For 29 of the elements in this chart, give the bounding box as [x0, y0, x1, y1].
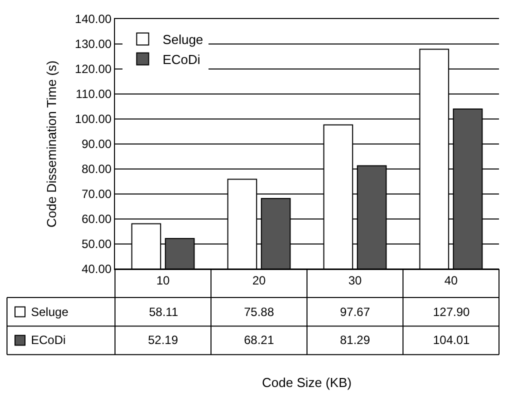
x-tick-label: 40	[444, 273, 458, 288]
legend-label: ECoDi	[162, 52, 200, 67]
data-label: 58.11	[149, 305, 178, 319]
y-tick-label: 140.00	[74, 12, 112, 26]
data-label: 52.19	[148, 333, 178, 347]
data-label: 127.90	[433, 305, 470, 319]
text: Code Size (KB)	[262, 375, 352, 390]
x-tick-label: 30	[348, 273, 362, 288]
y-tick-label: 50.00	[82, 237, 112, 252]
y-tick-label: 70.00	[82, 187, 112, 202]
legend-label: Seluge	[162, 32, 204, 48]
x-tick-label: 10	[156, 273, 170, 288]
text: ECoDi	[31, 333, 66, 347]
data-label: 104.01	[433, 333, 470, 347]
data-label: 97.67	[340, 305, 370, 319]
data-label: 81.29	[340, 333, 370, 347]
data-label: 75.88	[244, 305, 274, 319]
x-tick-label: 20	[252, 273, 266, 288]
y-tick-label: 110.00	[76, 87, 112, 102]
y-tick-label: 90.00	[82, 137, 112, 152]
y-tick-label: 80.00	[82, 162, 112, 176]
data-label: 68.21	[244, 333, 274, 347]
y-tick-label: 130.00	[74, 37, 112, 52]
y-tick-label: 60.00	[82, 212, 112, 226]
y-tick-label: 100.00	[74, 112, 112, 126]
y-tick-label: 40.00	[82, 262, 112, 276]
y-tick-label: 120.00	[74, 62, 112, 76]
y-axis-title: Code Dissemination Time (s)	[44, 60, 59, 228]
text: Seluge	[31, 305, 68, 319]
